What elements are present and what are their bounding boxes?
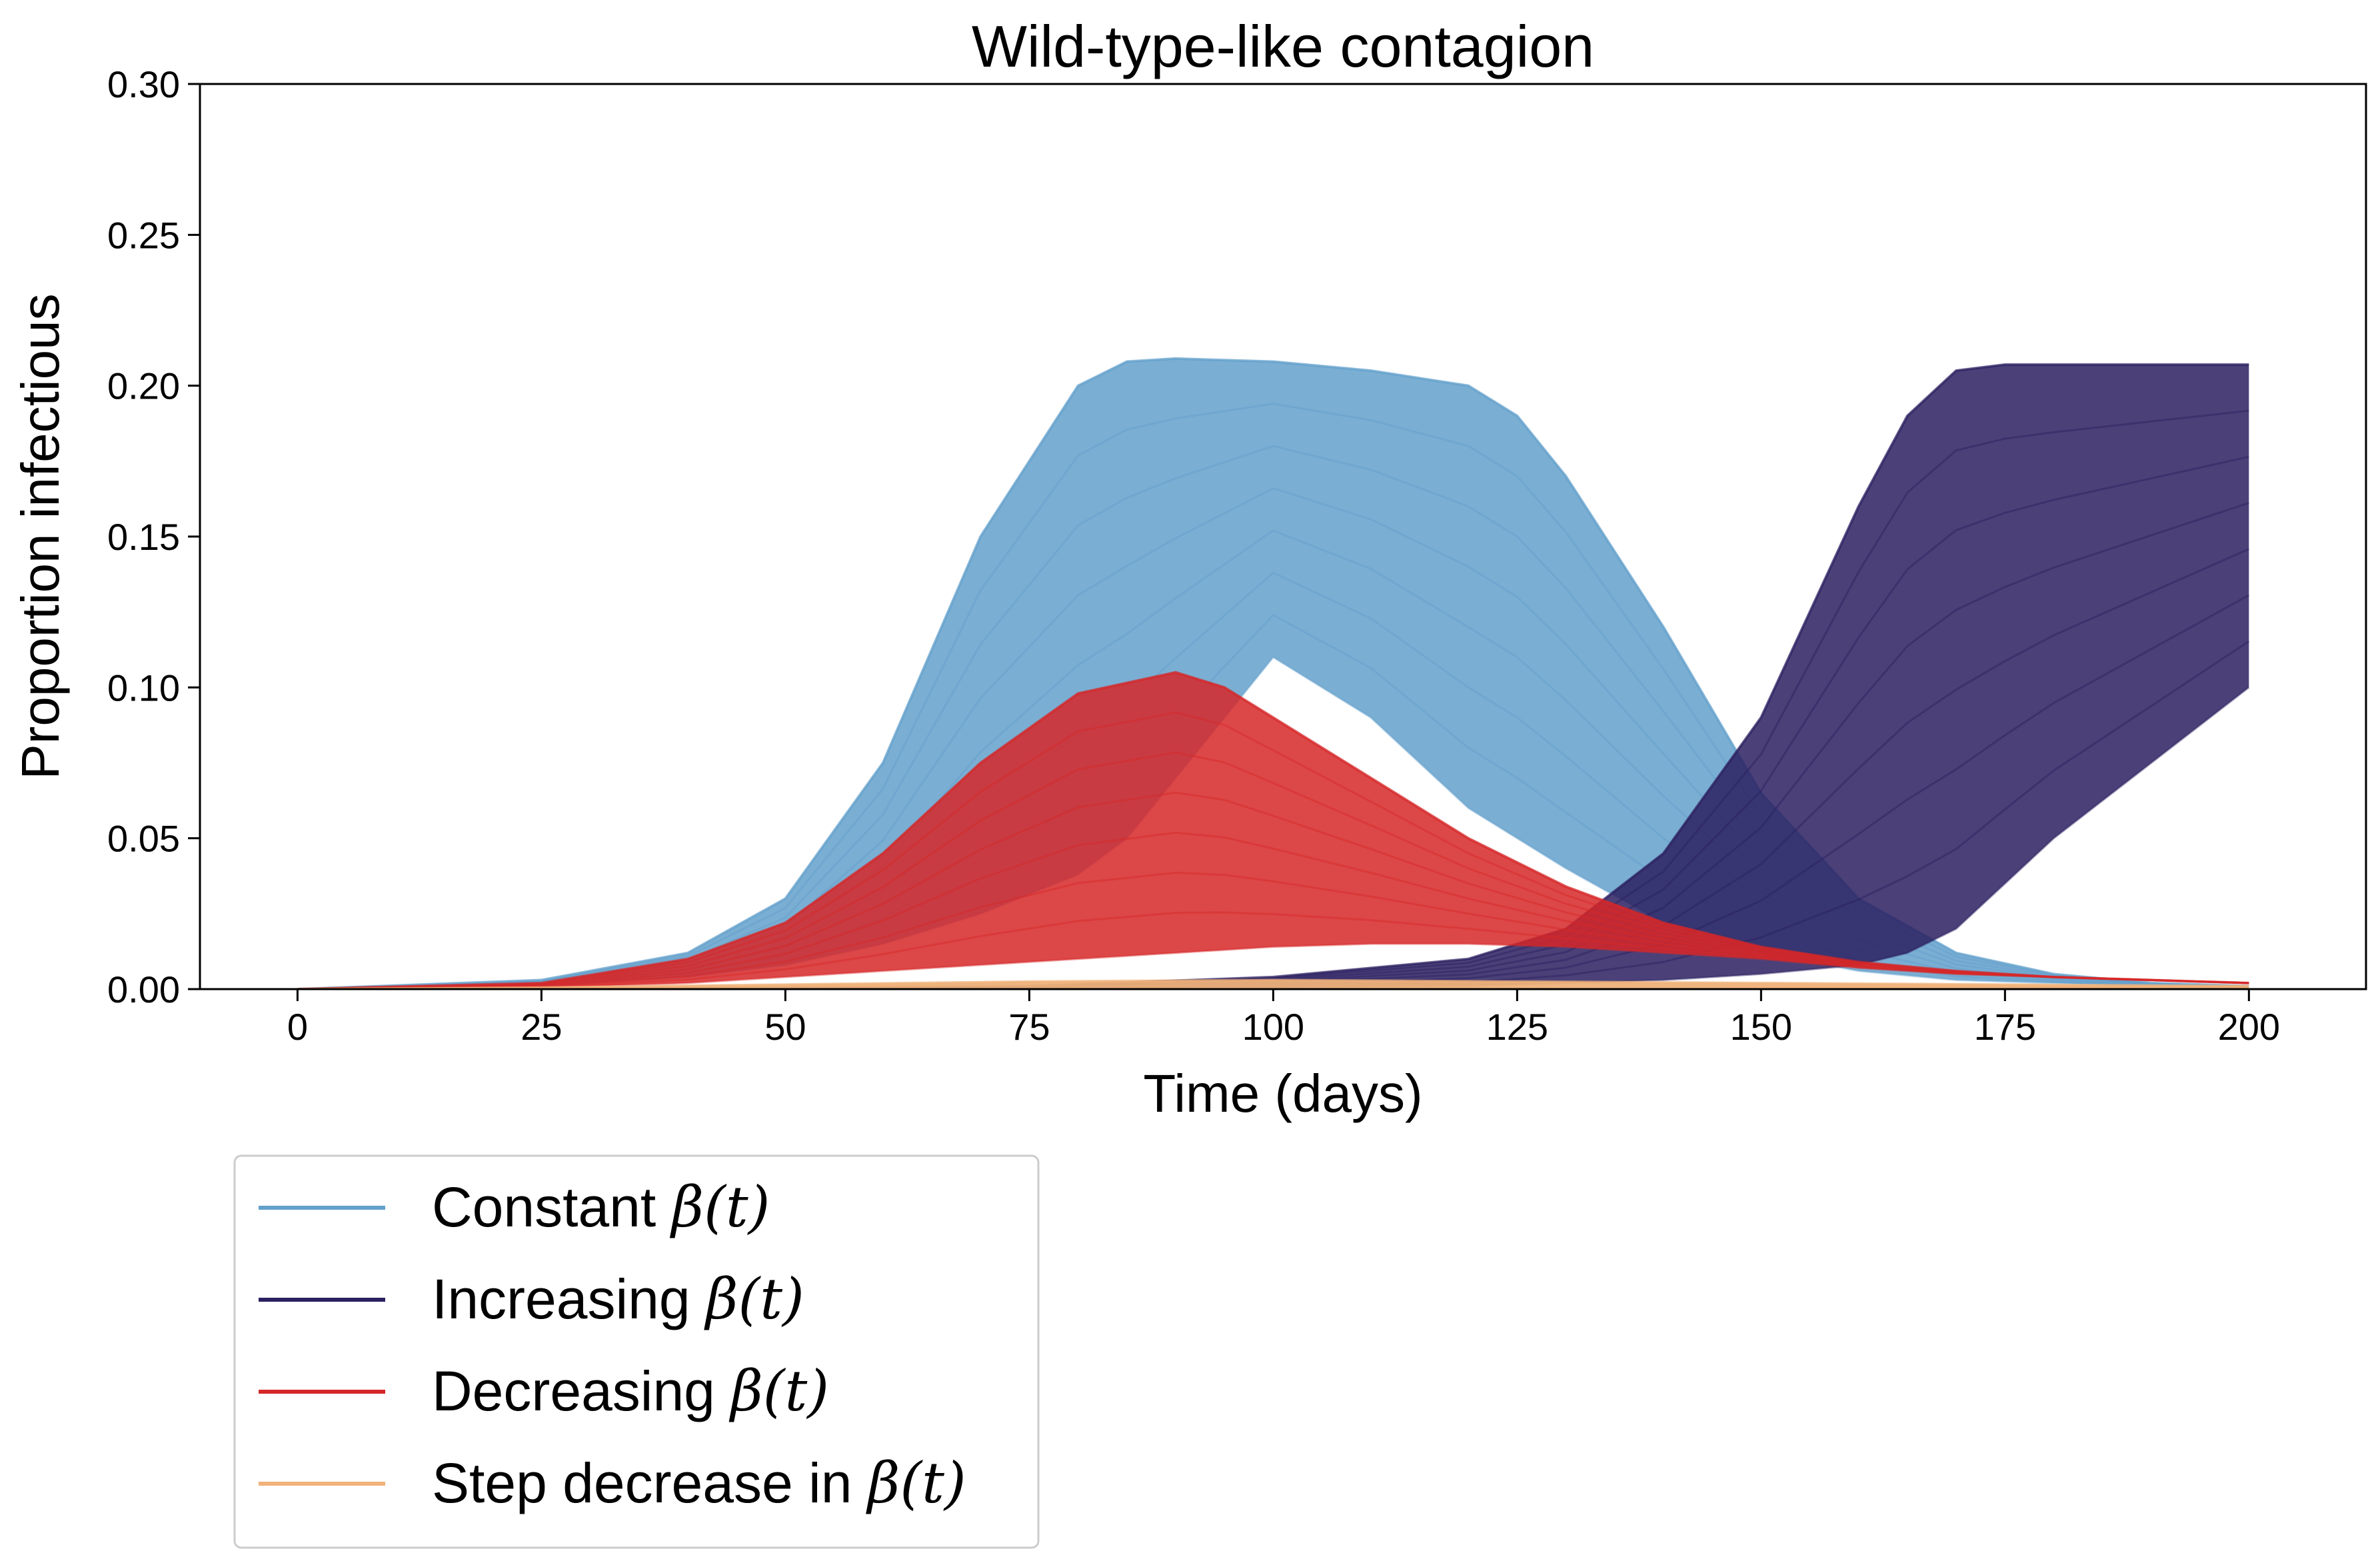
x-tick-label: 125 <box>1486 1006 1548 1048</box>
x-axis: 0 25 50 75 100 125 150 175 200 <box>287 989 2280 1048</box>
series-envelope <box>297 365 2249 989</box>
legend-label: Increasing β(t) <box>432 1266 804 1332</box>
chart-title: Wild-type-like contagion <box>972 13 1594 79</box>
y-tick-label: 0.00 <box>107 968 180 1010</box>
series-trajectory <box>297 942 2249 989</box>
x-tick-label: 0 <box>287 1006 308 1048</box>
legend-label: Step decrease in β(t) <box>432 1450 966 1516</box>
y-axis-label: Proportion infectious <box>11 293 70 779</box>
y-axis: 0.00 0.05 0.10 0.15 0.20 0.25 0.30 <box>107 63 200 1010</box>
legend-label: Decreasing β(t) <box>432 1358 829 1424</box>
series-upper-edge <box>297 978 2249 989</box>
series-envelope <box>297 980 2249 989</box>
series-trajectory <box>297 791 2249 989</box>
series-trajectory <box>297 831 2249 989</box>
series-trajectory <box>297 871 2249 989</box>
x-tick-label: 25 <box>521 1006 562 1048</box>
x-tick-label: 100 <box>1242 1006 1304 1048</box>
legend-item: Constant β(t) <box>259 1174 770 1240</box>
y-tick-label: 0.10 <box>107 667 180 709</box>
x-tick-label: 75 <box>1008 1006 1050 1048</box>
series-trajectory <box>297 984 2249 989</box>
y-tick-label: 0.20 <box>107 365 180 407</box>
series-upper-edge <box>297 671 2249 989</box>
series-2 <box>297 671 2249 989</box>
y-tick-label: 0.05 <box>107 818 180 860</box>
x-axis-label: Time (days) <box>1143 1064 1422 1123</box>
series-trajectory <box>297 911 2249 989</box>
legend: Constant β(t) Increasing β(t) Decreasing β… <box>233 1154 1040 1549</box>
x-tick-label: 150 <box>1730 1006 1792 1048</box>
x-tick-label: 50 <box>764 1006 806 1048</box>
legend-item: Increasing β(t) <box>259 1266 804 1332</box>
legend-label: Constant β(t) <box>432 1174 770 1240</box>
x-tick-label: 200 <box>2218 1006 2280 1048</box>
x-tick-label: 175 <box>1974 1006 2036 1048</box>
y-tick-label: 0.30 <box>107 63 180 105</box>
series-layer <box>297 357 2250 989</box>
y-tick-label: 0.25 <box>107 214 180 256</box>
legend-box <box>233 1154 1040 1549</box>
y-tick-label: 0.15 <box>107 516 180 558</box>
legend-item: Step decrease in β(t) <box>259 1450 966 1516</box>
series-envelope <box>297 672 2249 989</box>
legend-item: Decreasing β(t) <box>259 1358 829 1424</box>
